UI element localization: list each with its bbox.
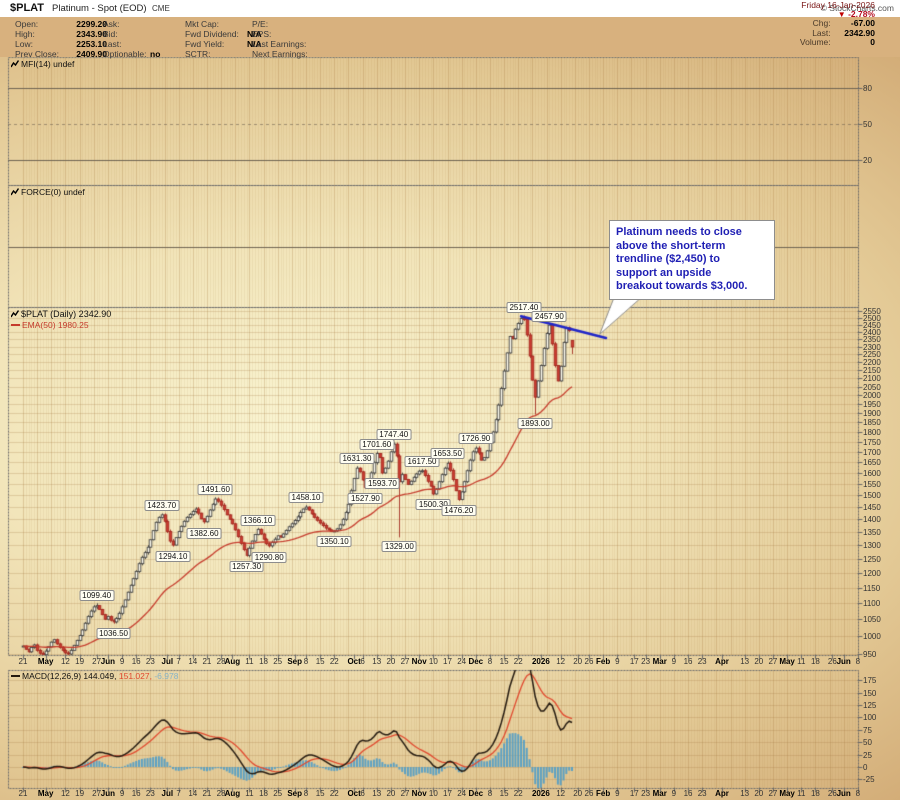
optionable-label: Optionable: bbox=[103, 49, 147, 59]
macd-signal-value: 151.027, bbox=[118, 671, 152, 681]
macd-legend: MACD(12,26,9) 144.049, 151.027, -6.978 bbox=[11, 671, 178, 681]
high-label: High: bbox=[15, 29, 35, 39]
last-earnings-label: Last Earnings: bbox=[252, 39, 307, 49]
symbol-description: Platinum - Spot (EOD) bbox=[52, 3, 147, 14]
mini-chart-icon bbox=[10, 310, 20, 320]
bid-label: Bid: bbox=[103, 29, 118, 39]
volume-label: Volume: bbox=[799, 36, 831, 47]
ema-line-swatch bbox=[11, 324, 20, 326]
fwd-dividend-value: N/A bbox=[247, 29, 262, 39]
exchange-label: CME bbox=[152, 4, 170, 13]
title-bar: $PLAT Platinum - Spot (EOD) CME © StockC… bbox=[0, 0, 900, 17]
optionable-value: no bbox=[150, 49, 161, 59]
symbol-title: $PLAT bbox=[10, 2, 45, 14]
volume-value: 0 bbox=[870, 36, 875, 47]
quote-col-bidask: Ask: Bid: Last: Optionable: no bbox=[103, 19, 160, 59]
sctr-label: SCTR: bbox=[185, 49, 211, 59]
ask-label: Ask: bbox=[103, 19, 120, 29]
ema-legend-text: EMA(50) 1980.25 bbox=[22, 320, 89, 330]
mktcap-label: Mkt Cap: bbox=[185, 19, 220, 29]
main-legend-text: $PLAT (Daily) 2342.90 bbox=[21, 309, 112, 319]
fwd-yield-label: Fwd Yield: bbox=[185, 39, 225, 49]
ema-legend: EMA(50) 1980.25 bbox=[11, 320, 89, 330]
percent-change: -2.78% bbox=[848, 9, 875, 20]
macd-line-swatch bbox=[11, 675, 20, 677]
mfi-legend-text: MFI(14) undef bbox=[21, 59, 75, 69]
force-legend: FORCE(0) undef bbox=[10, 187, 85, 198]
quote-date: Friday 16-Jan-2026 bbox=[801, 0, 875, 10]
prev-close-label: Prev Close: bbox=[15, 49, 59, 59]
chg-value: -67.00 bbox=[850, 18, 875, 29]
mfi-legend: MFI(14) undef bbox=[10, 59, 75, 70]
quote-col-fundamental2: P/E: EPS: Last Earnings: Next Earnings: bbox=[252, 19, 322, 59]
macd-hist-value: -6.978 bbox=[154, 671, 179, 681]
macd-legend-name: MACD(12,26,9) 144.049, bbox=[22, 671, 117, 681]
force-legend-text: FORCE(0) undef bbox=[21, 187, 85, 197]
copyright-label: © StockCharts.com bbox=[820, 3, 894, 13]
eps-label: EPS: bbox=[252, 29, 272, 39]
last-label: Last: bbox=[103, 39, 122, 49]
next-earnings-label: Next Earnings: bbox=[252, 49, 308, 59]
mini-chart-icon bbox=[10, 60, 20, 70]
last-price-label: Last: bbox=[812, 27, 831, 38]
open-value: 2299.20 bbox=[76, 19, 107, 29]
high-value: 2343.90 bbox=[76, 29, 107, 39]
main-legend: $PLAT (Daily) 2342.90 bbox=[10, 309, 112, 320]
pe-label: P/E: bbox=[252, 19, 269, 29]
prev-close-value: 2409.90 bbox=[76, 49, 107, 59]
quote-col-fundamental1: Mkt Cap: Fwd Dividend: N/A Fwd Yield: N/A … bbox=[185, 19, 262, 59]
open-label: Open: bbox=[15, 19, 39, 29]
chg-label: Chg: bbox=[812, 18, 831, 29]
quote-col-ohlc: Open: 2299.20 High: 2343.90 Low: 2253.10 Pr… bbox=[15, 19, 107, 59]
low-value: 2253.10 bbox=[76, 39, 107, 49]
down-arrow-icon: ▼ bbox=[837, 10, 846, 20]
mini-chart-icon bbox=[10, 188, 20, 198]
annotation-callout-box: Platinum needs to close above the short-… bbox=[609, 220, 775, 300]
last-price-value: 2342.90 bbox=[844, 27, 875, 38]
low-label: Low: bbox=[15, 39, 33, 49]
quote-change-block: Friday 16-Jan-2026 ▼ -2.78% Chg: -67.00 … bbox=[799, 0, 875, 47]
fwd-yield-value: N/A bbox=[247, 39, 262, 49]
fwd-dividend-label: Fwd Dividend: bbox=[185, 29, 239, 39]
quote-panel: Open: 2299.20 High: 2343.90 Low: 2253.10 Pr… bbox=[0, 17, 900, 59]
